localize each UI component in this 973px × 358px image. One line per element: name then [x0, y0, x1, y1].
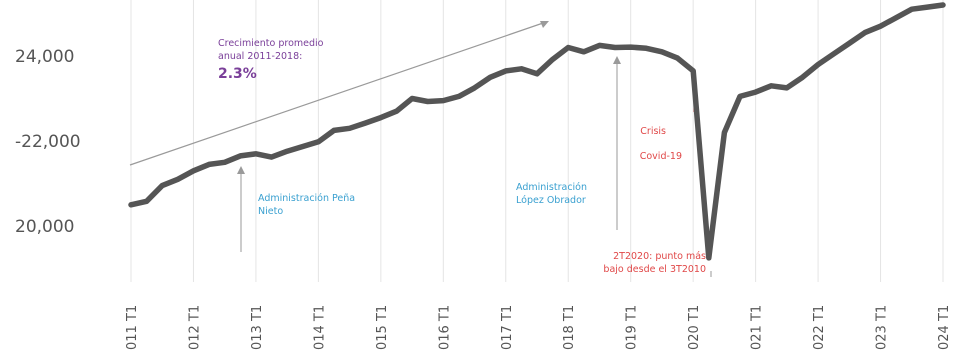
- growth-annotation-value: 2.3%: [218, 66, 257, 82]
- growth-trend-arrow: [129, 21, 549, 166]
- x-tick-label: 024 T1: [937, 305, 952, 350]
- y-tick-label: 20,000: [15, 217, 74, 237]
- x-tick-label: 018 T1: [562, 305, 577, 350]
- pena-nieto-label-line2: Nieto: [258, 206, 283, 217]
- x-axis-ticks: 011 T1 012 T1 013 T1 014 T1 015 T1 016 T1 017 …: [125, 305, 952, 350]
- y-tick-label: -22,000: [15, 132, 81, 152]
- growth-annotation-line1: Crecimiento promedio: [218, 38, 324, 49]
- y-tick-label: 24,000: [15, 47, 74, 67]
- pena-nieto-label-line1: Administración Peña: [258, 193, 355, 204]
- lopez-obrador-marker: [613, 56, 621, 230]
- growth-annotation-line2: anual 2011-2018:: [218, 51, 302, 62]
- lopez-obrador-label-line2: López Obrador: [516, 195, 586, 206]
- x-tick-label: 015 T1: [375, 305, 390, 350]
- x-tick-label: 020 T1: [687, 305, 702, 350]
- pena-nieto-marker: [237, 166, 245, 252]
- x-tick-label: 013 T1: [250, 305, 265, 350]
- x-tick-label: 022 T1: [812, 305, 827, 350]
- crisis-label-line1: Crisis: [640, 126, 666, 137]
- x-tick-label: 012 T1: [187, 305, 202, 350]
- x-tick-label: 021 T1: [750, 305, 765, 350]
- x-tick-label: 014 T1: [312, 305, 327, 350]
- y-axis-ticks: 20,000 -22,000 24,000: [15, 47, 81, 237]
- x-tick-label: 019 T1: [625, 305, 640, 350]
- lowest-point-label-line1: 2T2020: punto más: [613, 251, 706, 262]
- x-tick-label: 016 T1: [437, 305, 452, 350]
- x-tick-label: 023 T1: [875, 305, 890, 350]
- grid: [130, 0, 944, 282]
- crisis-label-line2: Covid-19: [640, 151, 682, 162]
- x-tick-label: 011 T1: [125, 305, 140, 350]
- x-tick-label: 017 T1: [500, 305, 515, 350]
- series-line: [128, 2, 946, 261]
- lopez-obrador-label-line1: Administración: [516, 182, 587, 193]
- lowest-point-label-line2: bajo desde el 3T2010: [603, 264, 706, 275]
